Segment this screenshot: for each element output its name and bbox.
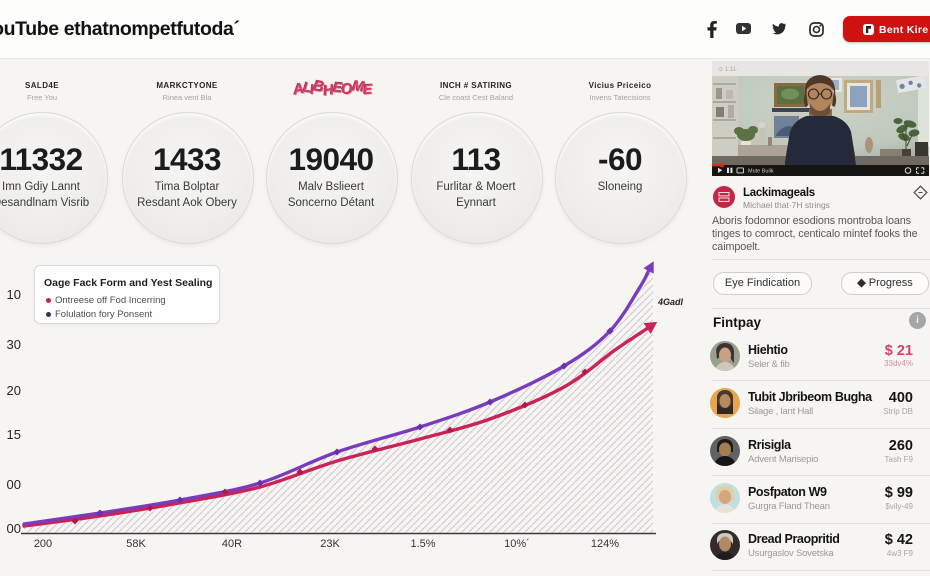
svg-text:4Gadl: 4Gadl — [657, 297, 684, 307]
svg-text:Mute Bulik: Mute Bulik — [748, 169, 774, 175]
svg-text:⊙ 1:11·: ⊙ 1:11· — [718, 67, 738, 73]
